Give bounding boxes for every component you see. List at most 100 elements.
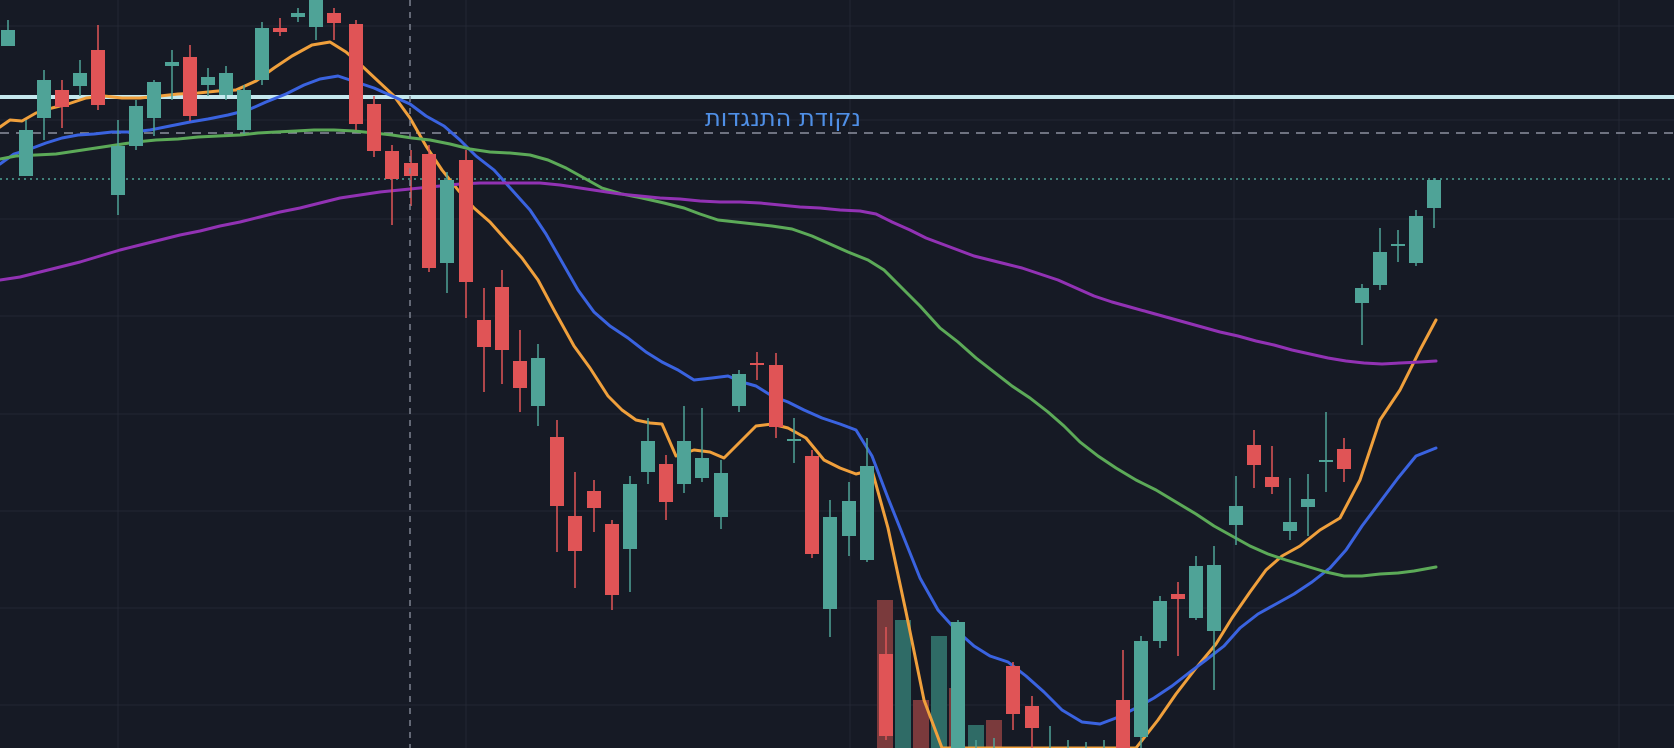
candle-body [183, 57, 197, 116]
candle-up [714, 460, 728, 529]
candle-down [404, 150, 418, 206]
candle-up [1301, 474, 1315, 536]
candle-up [1427, 178, 1441, 228]
candle-body [165, 62, 179, 66]
candle-up [1103, 740, 1105, 748]
candle-up [1373, 228, 1387, 290]
candle-body [1337, 449, 1351, 469]
candle-up [623, 476, 637, 592]
candle-down [1025, 696, 1039, 748]
candle-down [750, 352, 764, 380]
candle-body [714, 473, 728, 517]
candle-down [349, 20, 363, 130]
candle-body [1391, 244, 1405, 246]
candle-body [1301, 499, 1315, 507]
candle-body [805, 456, 819, 554]
candle-down [1265, 446, 1279, 494]
candle-down [1006, 662, 1020, 730]
volume-bar [986, 720, 1002, 748]
candle-up [309, 0, 323, 40]
candle-body [1427, 180, 1441, 208]
candle-down [459, 150, 473, 318]
candle-down [55, 80, 69, 128]
candle-up [787, 418, 801, 463]
volume-bar [931, 636, 947, 748]
candle-down [550, 420, 564, 552]
candle-up [1229, 476, 1243, 545]
candle-up [165, 50, 179, 100]
candle-up [37, 70, 51, 140]
candle-down [327, 8, 341, 40]
candle-up [1189, 556, 1203, 620]
candle-up [1319, 412, 1333, 492]
candle-down [183, 45, 197, 121]
candle-up [1355, 284, 1369, 345]
candle-up [1085, 742, 1087, 748]
candle-up [531, 344, 545, 426]
candle-down [273, 18, 287, 36]
candle-body [641, 441, 655, 472]
volume-bar [895, 620, 911, 748]
candle-body [291, 13, 305, 17]
candle-down [1337, 438, 1351, 482]
candle-body [111, 146, 125, 195]
candle-body [531, 358, 545, 406]
candle-down [422, 145, 436, 272]
candle-up [695, 408, 709, 482]
candle-body [237, 90, 251, 130]
candle-body [327, 13, 341, 23]
candle-body [349, 24, 363, 124]
candle-body [605, 524, 619, 595]
candle-body [37, 80, 51, 118]
candle-body [219, 73, 233, 95]
candle-up [1067, 740, 1069, 748]
candles [1, 0, 1441, 748]
candle-body [495, 287, 509, 350]
candle-up [641, 418, 655, 484]
ma-orange-line [0, 40, 1438, 748]
candle-up [1, 20, 15, 46]
candle-up [677, 406, 691, 493]
candle-down [91, 25, 105, 110]
candle-body [1409, 216, 1423, 263]
candle-down [477, 288, 491, 392]
candle-body [1116, 700, 1130, 748]
candle-body [842, 501, 856, 536]
candle-down [1171, 582, 1185, 656]
candle-up [1283, 478, 1297, 540]
candle-body [623, 484, 637, 549]
candle-body [1153, 601, 1167, 641]
candle-down [568, 472, 582, 588]
candle-body [73, 73, 87, 86]
candle-body [879, 654, 893, 736]
candle-down [805, 450, 819, 558]
candle-body [1355, 288, 1369, 303]
candle-body [513, 361, 527, 388]
candle-up [73, 60, 87, 96]
candle-down [879, 627, 893, 740]
candle-body [1207, 565, 1221, 631]
candle-body [823, 517, 837, 609]
candle-up [1049, 726, 1051, 748]
candle-body [309, 0, 323, 27]
candle-up [975, 740, 977, 748]
ma-purple-line [0, 181, 1438, 366]
candle-body [695, 458, 709, 478]
candle-down [587, 480, 601, 532]
candle-down [659, 455, 673, 520]
candle-body [1229, 506, 1243, 525]
candle-down [605, 520, 619, 610]
candle-body [1189, 566, 1203, 618]
candle-up [993, 738, 995, 748]
candle-body [750, 363, 764, 365]
candle-up [291, 8, 305, 22]
candle-body [255, 28, 269, 80]
candle-body [659, 464, 673, 502]
candle-up [255, 22, 269, 85]
candle-body [1134, 641, 1148, 737]
candle-body [147, 82, 161, 118]
candle-body [367, 104, 381, 151]
